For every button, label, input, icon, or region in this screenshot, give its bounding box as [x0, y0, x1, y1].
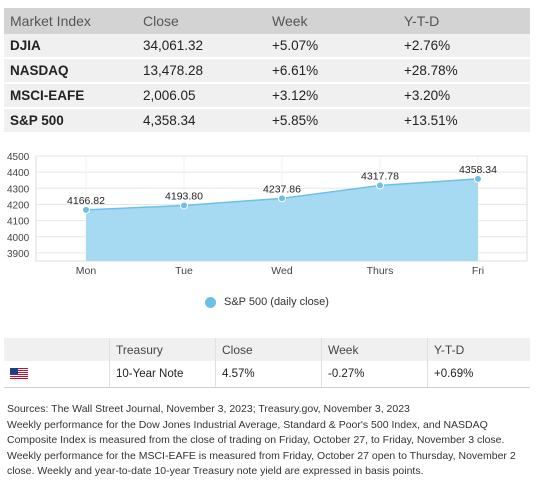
x-tick-label: Tue: [175, 265, 193, 277]
index-close: 34,061.32: [137, 34, 266, 59]
header-close: Close: [137, 8, 266, 34]
y-tick-label: 3900: [7, 249, 30, 260]
data-label: 4166.82: [67, 195, 105, 207]
x-tick-label: Wed: [271, 265, 293, 277]
market-table-header: Market Index Close Week Y-T-D: [4, 8, 530, 34]
index-ytd: +2.76%: [398, 34, 530, 59]
y-tick-label: 4500: [7, 152, 30, 163]
series-area: [86, 178, 478, 261]
table-row: S&P 500 4,358.34 +5.85% +13.51%: [4, 108, 530, 134]
methodology-note: Weekly performance for the Dow Jones Ind…: [7, 418, 516, 478]
us-flag-icon: [10, 367, 28, 380]
table-row: 10-Year Note 4.57% -0.27% +0.69%: [4, 361, 530, 388]
index-close: 13,478.28: [137, 58, 266, 84]
treasury-week: -0.27%: [321, 361, 428, 388]
header-ytd: Y-T-D: [398, 8, 530, 34]
treasury-table: Treasury Close Week Y-T-D 10-Year Note 4…: [4, 338, 530, 388]
index-week: +5.85%: [266, 108, 398, 134]
header-close: Close: [215, 338, 322, 361]
index-close: 4,358.34: [137, 108, 266, 134]
data-point: [180, 201, 188, 210]
index-ytd: +13.51%: [398, 108, 530, 134]
header-week: Week: [266, 8, 398, 34]
data-label: 4237.86: [263, 183, 301, 195]
market-index-table: Market Index Close Week Y-T-D DJIA 34,06…: [4, 8, 530, 134]
y-tick-label: 4300: [7, 184, 30, 195]
treasury-name: 10-Year Note: [109, 361, 216, 388]
legend-marker: [205, 296, 216, 308]
header-flag: [4, 338, 110, 361]
header-ytd: Y-T-D: [427, 338, 530, 361]
sources-note: Sources: The Wall Street Journal, Novemb…: [7, 403, 410, 415]
index-ytd: +3.20%: [398, 83, 530, 109]
data-label: 4317.78: [361, 170, 399, 182]
index-week: +3.12%: [266, 83, 398, 109]
table-row: NASDAQ 13,478.28 +6.61% +28.78%: [4, 58, 530, 84]
chart-legend[interactable]: S&P 500 (daily close): [205, 296, 329, 308]
index-close: 2,006.05: [137, 83, 266, 109]
index-name: S&P 500: [4, 108, 137, 134]
table-row: DJIA 34,061.32 +5.07% +2.76%: [4, 34, 530, 59]
data-label: 4193.80: [165, 190, 203, 202]
header-week: Week: [321, 338, 428, 361]
index-week: +5.07%: [266, 34, 398, 59]
index-name: DJIA: [4, 34, 137, 59]
header-treasury: Treasury: [109, 338, 216, 361]
x-tick-label: Fri: [472, 265, 484, 277]
legend-label: S&P 500 (daily close): [224, 296, 329, 308]
treasury-ytd: +0.69%: [427, 361, 530, 388]
y-tick-label: 4200: [7, 200, 30, 211]
index-name: MSCI-EAFE: [4, 83, 137, 109]
y-tick-label: 4100: [7, 217, 30, 228]
y-tick-label: 4400: [7, 168, 30, 179]
header-market-index: Market Index: [4, 8, 137, 34]
data-point: [82, 205, 90, 214]
data-point: [278, 194, 286, 203]
x-tick-label: Thurs: [367, 265, 394, 277]
index-name: NASDAQ: [4, 58, 137, 84]
flag-cell: [4, 361, 110, 388]
index-week: +6.61%: [266, 58, 398, 84]
table-row: MSCI-EAFE 2,006.05 +3.12% +3.20%: [4, 83, 530, 109]
data-label: 4358.34: [459, 164, 497, 176]
index-ytd: +28.78%: [398, 58, 530, 84]
y-tick-label: 4000: [7, 233, 30, 244]
treasury-header: Treasury Close Week Y-T-D: [4, 338, 530, 361]
sp500-area-chart: 3900 4000 4100 4200 4300 4400 4500 4166.82 4193.…: [7, 152, 528, 277]
treasury-close: 4.57%: [215, 361, 322, 388]
x-tick-label: Mon: [76, 265, 97, 277]
data-point: [376, 181, 384, 190]
data-point: [474, 174, 482, 183]
footnotes: Sources: The Wall Street Journal, Novemb…: [7, 402, 535, 480]
